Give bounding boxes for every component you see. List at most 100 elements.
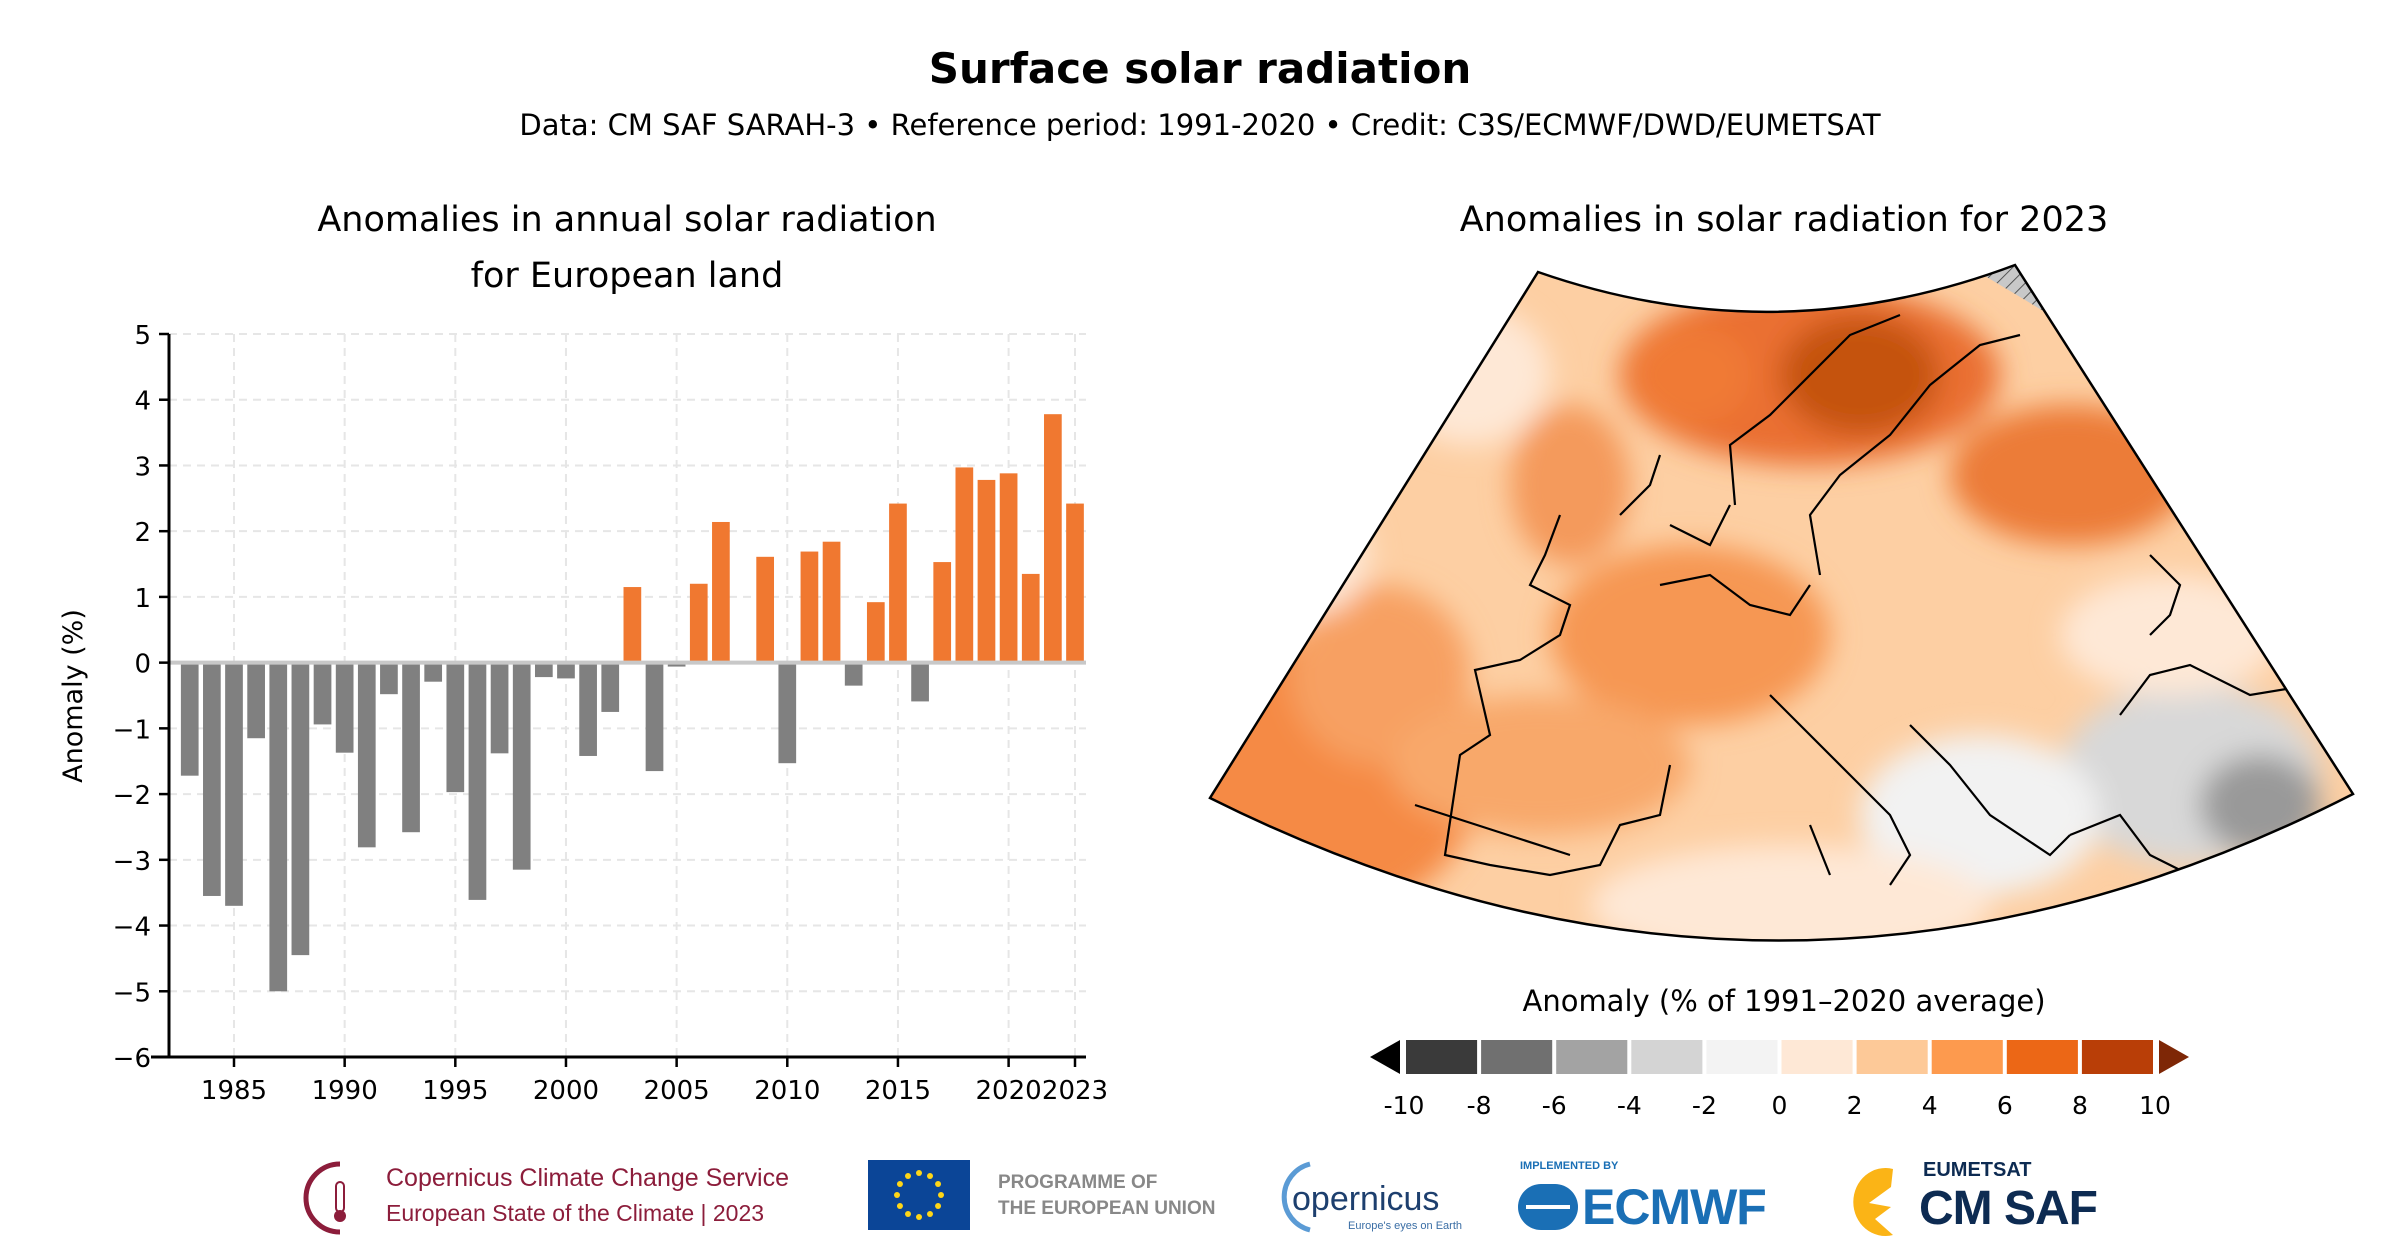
eu-star	[896, 1203, 903, 1209]
bar-2017	[933, 562, 952, 663]
c3s-report: European State of the Climate | 2023	[386, 1200, 765, 1226]
colorbar-tick-label: 0	[1772, 1091, 1788, 1120]
y-tick-label: −3	[113, 847, 151, 877]
bar-2011	[800, 551, 819, 663]
bar-1989	[313, 662, 332, 725]
bar-1985	[225, 662, 243, 906]
main-title: Surface solar radiation	[928, 44, 1472, 93]
copernicus-logo: opernicus Europe's eyes on Earth	[1270, 1158, 1470, 1238]
bar-2012	[822, 541, 841, 663]
eu-programme-text: PROGRAMME OF THE EUROPEAN UNION	[998, 1170, 1215, 1222]
colorbar-swatch	[1406, 1040, 1478, 1074]
bar-1999	[534, 662, 553, 678]
y-tick-label: 0	[134, 650, 151, 680]
ecmwf-logo: IMPLEMENTED BY ECMWF	[1518, 1160, 1798, 1240]
eu-line2: THE EUROPEAN UNION	[998, 1198, 1216, 1219]
colorbar-swatch	[1481, 1040, 1553, 1074]
colorbar: -10 -8 -6 -4 -2 0 2 4 6 8 10	[1370, 1040, 2189, 1120]
y-tick-label: 3	[134, 452, 151, 482]
bar-2004	[645, 662, 664, 772]
copernicus-tagline: Europe's eyes on Earth	[1348, 1220, 1463, 1232]
colorbar-tick-label: 8	[2072, 1091, 2088, 1120]
y-tick-label: −5	[113, 978, 151, 1008]
eu-star	[935, 1181, 942, 1187]
colorbar-tick-label: -6	[1542, 1091, 1567, 1120]
bar-2021	[1021, 573, 1040, 663]
x-tick-label: 2020	[976, 1076, 1042, 1106]
bar-2007	[712, 521, 730, 663]
eu-star	[916, 1170, 922, 1176]
y-tick-label: −6	[113, 1044, 151, 1074]
bar-2019	[977, 479, 996, 663]
colorbar-swatch	[2081, 1040, 2153, 1074]
bar-2023	[1066, 503, 1084, 663]
map-title: Anomalies in solar radiation for 2023	[1459, 200, 2109, 240]
eu-line1: PROGRAMME OF	[998, 1172, 1158, 1193]
bar-2009	[756, 556, 775, 663]
bar-2016	[911, 662, 929, 702]
eu-star	[927, 1172, 933, 1179]
colorbar-tick-label: 2	[1847, 1091, 1863, 1120]
bar-2000	[557, 662, 575, 679]
anomaly-map	[1208, 263, 2355, 942]
eu-star	[935, 1203, 942, 1209]
colorbar-swatch	[1931, 1040, 2003, 1074]
bar-2006	[689, 583, 708, 663]
colorbar-swatch	[2006, 1040, 2078, 1074]
colorbar-swatch	[1556, 1040, 1628, 1074]
eu-star	[905, 1172, 911, 1179]
x-tick-label: 2000	[533, 1076, 599, 1106]
colorbar-swatch	[1781, 1040, 1853, 1074]
eu-star	[894, 1192, 900, 1198]
bar-2015	[889, 503, 907, 663]
copernicus-wordmark: opernicus	[1292, 1180, 1440, 1218]
y-tick-label: 2	[134, 518, 151, 548]
colorbar-tick-label: 10	[2139, 1091, 2171, 1120]
x-tick-label: 1995	[422, 1076, 488, 1106]
eu-star	[916, 1214, 922, 1220]
x-tick-label: 1985	[201, 1076, 267, 1106]
y-tick-label: −4	[113, 913, 151, 943]
bar-1991	[357, 662, 376, 848]
x-tick-label: 2023	[1042, 1076, 1108, 1106]
colorbar-tick-label: -10	[1384, 1091, 1425, 1120]
bar-1995	[446, 662, 465, 793]
ecmwf-wordmark: ECMWF	[1582, 1179, 1767, 1235]
bar-1988	[291, 662, 310, 956]
eu-star	[927, 1211, 933, 1218]
colorbar-tick-label: -2	[1692, 1091, 1717, 1120]
bar-1997	[490, 662, 509, 754]
x-tick-label: 2010	[754, 1076, 820, 1106]
bar-chart: 5 4 3 2 1 0 −1 −2 −3 −4 −5 −6 1985 1990 1995 2000 2005 20…	[58, 321, 1108, 1106]
colorbar-swatch	[1706, 1040, 1778, 1074]
colorbar-label: Anomaly (% of 1991–2020 average)	[1522, 984, 2046, 1018]
bar-1987	[269, 662, 288, 992]
subtitle: Data: CM SAF SARAH-3 • Reference period:…	[519, 108, 1881, 142]
bar-1990	[335, 662, 354, 753]
colorbar-extend-low	[1370, 1040, 1400, 1074]
coastlines	[1414, 313, 2311, 886]
bar-1998	[512, 662, 531, 870]
bar-2001	[579, 662, 597, 756]
cmsaf-sun-icon	[1853, 1168, 1893, 1236]
bar-2020	[999, 473, 1018, 663]
c3s-logo: Copernicus Climate Change Service Europe…	[300, 1158, 820, 1238]
x-tick-label: 1990	[312, 1076, 378, 1106]
bar-1993	[402, 662, 420, 833]
c3s-name: Copernicus Climate Change Service	[386, 1164, 789, 1192]
eu-stars-icon	[894, 1170, 944, 1220]
bar-2013	[844, 662, 863, 686]
bar-2002	[601, 662, 620, 712]
bar-2014	[866, 602, 885, 663]
colorbar-tick-label: -8	[1467, 1091, 1492, 1120]
colorbar-swatch	[1856, 1040, 1928, 1074]
y-tick-label: −1	[113, 715, 151, 745]
cmsaf-wordmark: CM SAF	[1919, 1182, 2098, 1235]
y-tick-label: 4	[134, 387, 151, 417]
bar-1992	[380, 662, 398, 695]
thermometer-cloud-icon	[303, 1161, 346, 1235]
colorbar-tick-label: 6	[1997, 1091, 2013, 1120]
bar-1986	[247, 662, 265, 739]
bar-1983	[180, 662, 199, 776]
